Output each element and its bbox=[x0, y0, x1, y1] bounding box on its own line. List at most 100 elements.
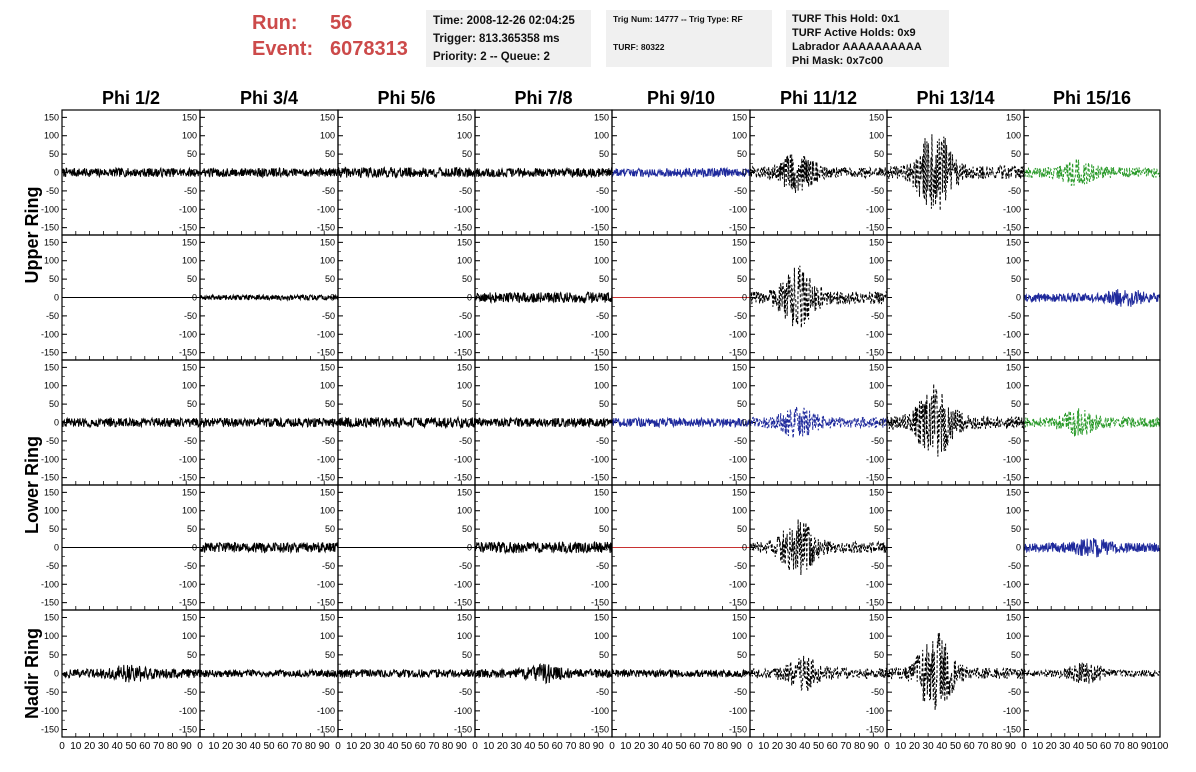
y-tick-label: -50 bbox=[596, 186, 609, 196]
x-tick-label: 10 bbox=[483, 741, 495, 752]
y-tick-label: 50 bbox=[1011, 149, 1021, 159]
y-tick-label: 100 bbox=[732, 131, 747, 141]
y-tick-label: 0 bbox=[467, 168, 472, 178]
y-tick-label: -50 bbox=[184, 186, 197, 196]
x-tick-label: 20 bbox=[909, 741, 921, 752]
y-tick-label: 50 bbox=[874, 524, 884, 534]
x-tick-label: 70 bbox=[977, 741, 989, 752]
y-tick-label: -150 bbox=[179, 598, 197, 608]
waveform-panel: -150 -100 -50 0 50 100 150 bbox=[591, 609, 751, 738]
x-tick-label: 40 bbox=[799, 741, 811, 752]
y-tick-label: 150 bbox=[732, 487, 747, 497]
y-tick-label: 100 bbox=[457, 256, 472, 266]
y-tick-label: -50 bbox=[734, 436, 747, 446]
x-tick-label: 70 bbox=[428, 741, 440, 752]
y-tick-label: 0 bbox=[879, 168, 884, 178]
y-tick-label: 50 bbox=[462, 524, 472, 534]
event-value: 6078313 bbox=[330, 38, 408, 60]
y-tick-label: -50 bbox=[734, 561, 747, 571]
waveform-panel: -150 -100 -50 0 50 100 150 bbox=[317, 484, 476, 611]
y-tick-label: -100 bbox=[1003, 329, 1021, 339]
y-tick-label: -100 bbox=[866, 204, 884, 214]
y-tick-label: 50 bbox=[1011, 650, 1021, 660]
y-tick-label: 0 bbox=[1016, 168, 1021, 178]
y-tick-label: 0 bbox=[54, 669, 59, 679]
y-tick-label: 0 bbox=[54, 168, 59, 178]
y-tick-label: 50 bbox=[874, 274, 884, 284]
y-tick-label: -50 bbox=[734, 186, 747, 196]
x-tick-label: 0 bbox=[1021, 741, 1027, 752]
priority-text: Priority: 2 -- Queue: 2 bbox=[433, 51, 550, 63]
x-tick-label: 80 bbox=[991, 741, 1003, 752]
x-tick-label: 60 bbox=[552, 741, 564, 752]
x-tick-label: 30 bbox=[1059, 741, 1071, 752]
x-tick-label: 80 bbox=[1127, 741, 1139, 752]
y-tick-label: 0 bbox=[54, 293, 59, 303]
x-tick-label: 60 bbox=[689, 741, 701, 752]
y-tick-label: -100 bbox=[729, 706, 747, 716]
y-tick-label: -100 bbox=[591, 454, 609, 464]
y-tick-label: 150 bbox=[869, 612, 884, 622]
y-tick-label: 100 bbox=[182, 256, 197, 266]
y-tick-label: 150 bbox=[320, 487, 335, 497]
y-tick-label: -150 bbox=[729, 473, 747, 483]
y-tick-label: 0 bbox=[467, 669, 472, 679]
y-tick-label: -150 bbox=[729, 223, 747, 233]
y-tick-label: -100 bbox=[317, 329, 335, 339]
x-tick-label: 20 bbox=[84, 741, 96, 752]
y-tick-label: 150 bbox=[732, 112, 747, 122]
y-tick-label: 50 bbox=[325, 149, 335, 159]
waveform-line bbox=[337, 166, 476, 179]
waveform-panel: -150 -100 -50 0 50 100 150 bbox=[179, 234, 339, 361]
y-tick-label: 150 bbox=[1006, 612, 1021, 622]
y-tick-label: 100 bbox=[594, 506, 609, 516]
y-tick-label: 0 bbox=[742, 418, 747, 428]
waveform-panel: -150 -100 -50 0 50 100 150 bbox=[41, 109, 201, 236]
waveform-panel: -150 -100 -50 0 50 100 150 bbox=[317, 234, 476, 361]
x-tick-label: 10 bbox=[346, 741, 358, 752]
waveform-panel: -150 -100 -50 0 50 100 150 bbox=[41, 609, 201, 738]
x-tick-label: 60 bbox=[964, 741, 976, 752]
y-tick-label: 100 bbox=[320, 381, 335, 391]
x-tick-label: 0 bbox=[747, 741, 753, 752]
y-tick-label: 150 bbox=[457, 362, 472, 372]
y-tick-label: -100 bbox=[454, 579, 472, 589]
y-tick-label: 150 bbox=[1006, 112, 1021, 122]
waveform-panel: -150 -100 -50 0 50 100 150 bbox=[454, 234, 613, 361]
y-tick-label: 0 bbox=[192, 168, 197, 178]
y-tick-label: -150 bbox=[454, 348, 472, 358]
x-tick-label: 80 bbox=[305, 741, 317, 752]
waveform-panel: -150 -100 -50 0 50 100 150 bbox=[1003, 234, 1161, 361]
phi-mask-text: Phi Mask: 0x7c00 bbox=[792, 55, 884, 67]
y-tick-label: -150 bbox=[179, 348, 197, 358]
x-tick-label: 80 bbox=[167, 741, 179, 752]
y-tick-label: 100 bbox=[594, 381, 609, 391]
waveform-line bbox=[337, 668, 476, 680]
y-tick-label: 0 bbox=[192, 293, 197, 303]
x-tick-label: 40 bbox=[112, 741, 124, 752]
y-tick-label: 50 bbox=[325, 524, 335, 534]
y-tick-label: -150 bbox=[866, 473, 884, 483]
y-tick-label: -50 bbox=[46, 436, 59, 446]
y-tick-label: -150 bbox=[41, 223, 59, 233]
y-tick-label: 150 bbox=[320, 112, 335, 122]
y-tick-label: -50 bbox=[596, 561, 609, 571]
y-tick-label: -150 bbox=[729, 725, 747, 735]
y-tick-label: 150 bbox=[594, 112, 609, 122]
y-tick-label: 150 bbox=[182, 112, 197, 122]
x-tick-label: 10 bbox=[208, 741, 220, 752]
y-tick-label: 50 bbox=[737, 399, 747, 409]
y-tick-label: -100 bbox=[179, 454, 197, 464]
y-tick-label: -100 bbox=[729, 329, 747, 339]
y-tick-label: 150 bbox=[182, 237, 197, 247]
y-tick-label: 0 bbox=[330, 418, 335, 428]
y-tick-label: 50 bbox=[462, 274, 472, 284]
y-tick-label: -50 bbox=[871, 311, 884, 321]
turf-info-box: TURF This Hold: 0x1 TURF Active Holds: 0… bbox=[786, 10, 949, 67]
y-tick-label: 100 bbox=[182, 381, 197, 391]
y-tick-label: -100 bbox=[179, 204, 197, 214]
y-tick-label: 100 bbox=[869, 381, 884, 391]
y-tick-label: 0 bbox=[1016, 669, 1021, 679]
y-tick-label: -150 bbox=[1003, 473, 1021, 483]
